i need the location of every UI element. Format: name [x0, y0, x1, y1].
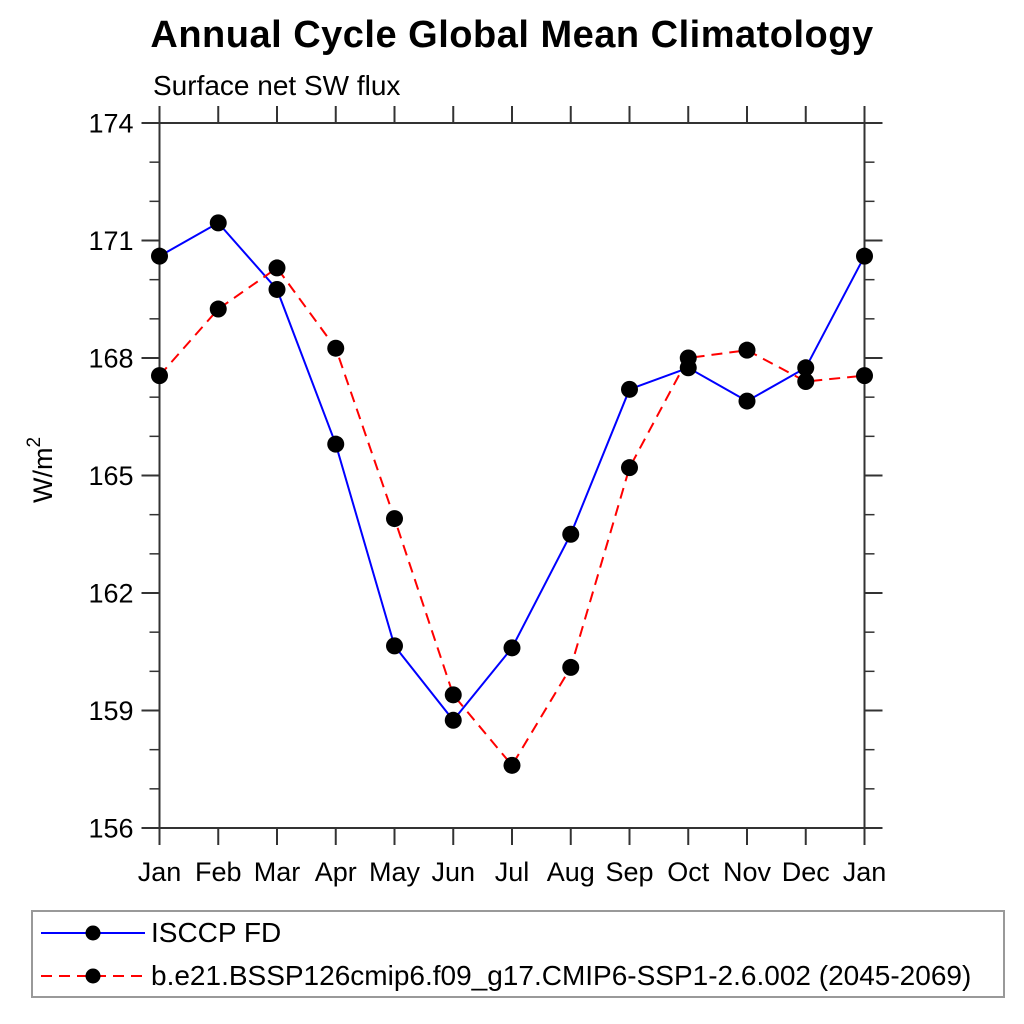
- y-tick-label: 165: [88, 461, 133, 491]
- data-point-isccp-fd-may: [386, 637, 403, 655]
- legend-label-isccp-fd: ISCCP FD: [151, 916, 282, 948]
- x-tick-label: Jan: [843, 857, 887, 887]
- data-point-isccp-fd-jul: [503, 639, 521, 657]
- x-tick-label: Sep: [605, 857, 653, 887]
- x-tick-label: Oct: [667, 857, 710, 887]
- data-point-model-oct: [679, 349, 697, 367]
- series-line-model: [158, 266, 865, 768]
- data-point-isccp-fd-mar: [268, 280, 286, 298]
- data-point-model-feb: [209, 300, 227, 318]
- data-point-model-sep: [621, 459, 638, 477]
- y-tick-label: 162: [88, 579, 133, 609]
- data-point-model-may: [386, 510, 403, 528]
- legend-marker-dot: [85, 968, 101, 983]
- legend-label-model: b.e21.BSSP126cmip6.f09_g17.CMIP6-SSP1-2.…: [151, 959, 972, 991]
- x-tick-label: Mar: [254, 857, 301, 887]
- y-tick-label: 156: [88, 814, 133, 844]
- chart-subtitle: Surface net SW flux: [153, 70, 401, 101]
- legend-entry-isccp-fd: ISCCP FD: [37, 912, 1003, 953]
- data-point-isccp-fd-apr: [327, 435, 345, 453]
- legend-entry-model: b.e21.BSSP126cmip6.f09_g17.CMIP6-SSP1-2.…: [37, 955, 1003, 996]
- data-point-isccp-fd-nov: [738, 392, 756, 410]
- legend-sample-solid-blue-line: [41, 925, 145, 940]
- data-point-model-apr: [327, 339, 345, 357]
- data-point-model-jun: [444, 686, 462, 704]
- data-point-model-aug: [562, 658, 580, 676]
- data-point-isccp-fd-sep: [621, 380, 638, 398]
- y-tick-label: 174: [88, 109, 133, 139]
- x-tick-label: Feb: [195, 857, 242, 887]
- data-point-isccp-fd-dec: [797, 359, 815, 377]
- x-tick-label: Dec: [782, 857, 830, 887]
- x-tick-label: Nov: [723, 857, 772, 887]
- x-tick-label: Aug: [547, 857, 595, 887]
- annual-cycle-plot: 156 159 162 165 168 171 174 Jan Feb Mar Apr May Jun J…: [24, 106, 887, 887]
- data-point-model-jul: [503, 756, 521, 774]
- data-point-model-dec: [797, 373, 815, 390]
- data-point-isccp-fd-jun: [444, 711, 462, 729]
- legend-sample-dashed-red-line: [41, 968, 145, 983]
- plot-box: [158, 122, 866, 829]
- x-tick-label: Jun: [431, 857, 475, 887]
- y-tick-label: 168: [88, 344, 133, 374]
- y-tick-label: 159: [88, 696, 133, 726]
- chart-title: Annual Cycle Global Mean Climatology: [150, 14, 874, 56]
- data-point-model-jan: [856, 367, 873, 385]
- y-tick-label: 171: [88, 226, 133, 256]
- x-tick-label: May: [369, 857, 421, 887]
- data-point-isccp-fd-feb: [209, 214, 227, 232]
- data-point-model-jan: [151, 367, 168, 385]
- data-point-isccp-fd-jan: [856, 247, 873, 265]
- y-axis-title: W/m2: [24, 437, 58, 503]
- data-point-isccp-fd-aug: [562, 525, 580, 543]
- x-tick-label: Jan: [138, 857, 182, 887]
- data-point-model-mar: [268, 259, 286, 277]
- data-point-model-nov: [738, 341, 756, 359]
- data-point-isccp-fd-jan: [151, 247, 168, 265]
- x-tick-label: Apr: [315, 857, 357, 887]
- legend-marker-dot: [85, 925, 101, 940]
- legend: ISCCP FD b.e21.BSSP126cmip6.f09_g17.CMIP…: [31, 910, 1005, 998]
- x-tick-label: Jul: [495, 857, 530, 887]
